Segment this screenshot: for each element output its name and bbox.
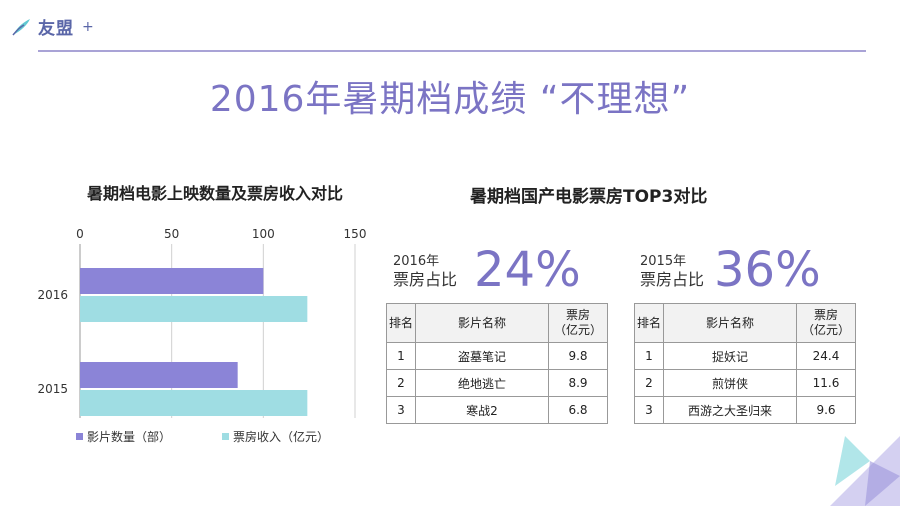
bar (80, 390, 308, 416)
cell-box: 6.8 (548, 396, 608, 424)
legend-swatch-box (222, 433, 229, 440)
cell-name: 西游之大圣归来 (663, 396, 797, 424)
cell-rank: 1 (386, 342, 416, 370)
cell-name: 盗墓笔记 (415, 342, 549, 370)
stat-2016-label: 票房占比 (393, 270, 458, 289)
y-category-label: 2016 (37, 288, 68, 302)
header-divider (38, 50, 866, 52)
table-row: 2 绝地逃亡 8.9 (386, 369, 608, 397)
bar (80, 296, 308, 322)
x-tick-label: 150 (344, 227, 367, 241)
stat-2015-year: 2015年 (640, 254, 687, 269)
page-title: 2016年暑期档成绩 “不理想” (209, 79, 691, 120)
col-rank: 排名 (634, 303, 664, 343)
brand-plus: + (82, 18, 94, 35)
col-box-line2: （亿元） (801, 323, 850, 337)
cell-rank: 2 (634, 369, 664, 397)
chart-title: 暑期档电影上映数量及票房收入对比 (86, 184, 343, 203)
table-row: 3 西游之大圣归来 9.6 (634, 396, 856, 424)
table-header-row: 排名 影片名称 票房 （亿元） (386, 303, 608, 343)
col-box-line1: 票房 (813, 308, 838, 322)
legend-label-count: 影片数量（部） (87, 430, 172, 444)
col-name: 影片名称 (663, 303, 797, 343)
feather-logo-icon (12, 18, 30, 35)
cell-box: 24.4 (796, 342, 856, 370)
cell-name: 寒战2 (415, 396, 549, 424)
cell-name: 捉妖记 (663, 342, 797, 370)
y-category-label: 2015 (37, 382, 68, 396)
table-row: 1 捉妖记 24.4 (634, 342, 856, 370)
cell-name: 绝地逃亡 (415, 369, 549, 397)
table-header-row: 排名 影片名称 票房 （亿元） (634, 303, 856, 343)
table-row: 3 寒战2 6.8 (386, 396, 608, 424)
table-row: 2 煎饼侠 11.6 (634, 369, 856, 397)
cell-rank: 3 (386, 396, 416, 424)
bar (80, 362, 238, 388)
col-box-line1: 票房 (565, 308, 590, 322)
top3-title: 暑期档国产电影票房TOP3对比 (470, 187, 708, 207)
x-tick-label: 100 (252, 227, 275, 241)
legend-swatch-count (76, 433, 83, 440)
col-box: 票房 （亿元） (548, 303, 608, 343)
brand-logo: 友盟 + (10, 14, 94, 39)
col-box-line2: （亿元） (553, 323, 602, 337)
legend-item-box: 票房收入（亿元） (222, 428, 329, 445)
top3-table-2016: 排名 影片名称 票房 （亿元） 1 盗墓笔记 9.8 2 绝地逃亡 8.9 3 … (386, 303, 608, 424)
top3-table-2015: 排名 影片名称 票房 （亿元） 1 捉妖记 24.4 2 煎饼侠 11.6 3 … (634, 303, 856, 424)
bar-chart: 0 50 100 150 2016 2015 (37, 227, 367, 418)
table-row: 1 盗墓笔记 9.8 (386, 342, 608, 370)
x-tick-label: 50 (164, 227, 179, 241)
stat-2016-share: 24% (474, 242, 581, 298)
bar (80, 268, 264, 294)
corner-decoration (830, 436, 900, 506)
cell-box: 11.6 (796, 369, 856, 397)
cell-box: 8.9 (548, 369, 608, 397)
cell-rank: 3 (634, 396, 664, 424)
cell-box: 9.8 (548, 342, 608, 370)
col-box: 票房 （亿元） (796, 303, 856, 343)
x-tick-label: 0 (76, 227, 84, 241)
col-rank: 排名 (386, 303, 416, 343)
cell-rank: 2 (386, 369, 416, 397)
cell-box: 9.6 (796, 396, 856, 424)
brand-name: 友盟 (38, 19, 74, 39)
stat-2016-year: 2016年 (393, 254, 440, 269)
col-name: 影片名称 (415, 303, 549, 343)
stat-2015-label: 票房占比 (640, 270, 705, 289)
cell-rank: 1 (634, 342, 664, 370)
stat-2015-share: 36% (714, 242, 821, 298)
cell-name: 煎饼侠 (663, 369, 797, 397)
legend-label-box: 票房收入（亿元） (233, 430, 330, 444)
legend-item-count: 影片数量（部） (76, 428, 171, 445)
